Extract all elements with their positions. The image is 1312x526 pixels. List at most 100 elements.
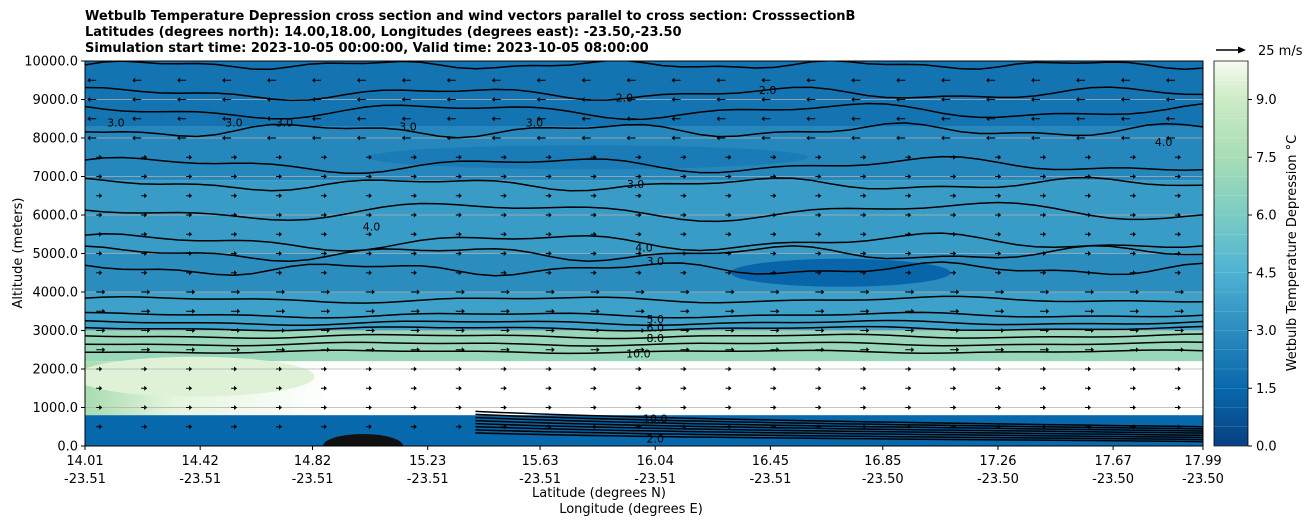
wind-vector-head <box>863 270 867 276</box>
wind-vector-head <box>282 289 286 295</box>
wind-vector-head <box>863 424 867 430</box>
wind-vector-head <box>1031 135 1035 141</box>
wind-vector-head <box>863 231 867 237</box>
wind-vector-head <box>728 154 732 160</box>
wind-vector-head <box>683 251 687 256</box>
wind-vector-head <box>368 385 372 391</box>
wind-vector-head <box>1076 97 1080 102</box>
x-tick-lon: -23.51 <box>634 472 676 487</box>
wind-vector-head <box>638 174 642 179</box>
layer-mid-band <box>85 180 1203 254</box>
wind-vector-head <box>896 116 900 122</box>
wind-vector-head <box>503 385 507 391</box>
wind-vector-head <box>506 328 510 333</box>
wind-vector-head <box>461 289 465 295</box>
wind-vector-head <box>267 97 271 102</box>
wind-vector-head <box>87 116 91 122</box>
wind-vector-head <box>896 77 900 83</box>
wind-vector-head <box>222 116 226 122</box>
wind-vector-head <box>671 77 675 83</box>
wind-vector-head <box>851 97 855 102</box>
wind-vector-head <box>1091 328 1095 333</box>
wind-vector-head <box>593 366 597 372</box>
wind-vector-head <box>998 424 1002 430</box>
wind-vector-head <box>551 347 555 353</box>
wind-vector-head <box>1132 366 1136 372</box>
y-tick-label: 9000.0 <box>33 93 79 108</box>
wind-vector-head <box>731 347 735 353</box>
wind-vector-head <box>1177 251 1181 256</box>
wind-vector-head <box>413 193 417 199</box>
wind-vector-head <box>99 193 103 199</box>
colorbar-tick-label: 6.0 <box>1256 209 1277 224</box>
wind-vector-head <box>728 212 732 218</box>
wind-vector-head <box>192 289 196 295</box>
wind-vector-head <box>716 77 720 83</box>
wind-vector-head <box>638 405 642 410</box>
wind-vector-head <box>413 212 417 218</box>
wind-vector-head <box>132 116 136 122</box>
wind-vector-head <box>326 347 330 353</box>
wind-vector-head <box>626 77 630 83</box>
wind-vector-head <box>413 366 417 372</box>
wind-vector-head <box>144 251 148 256</box>
wind-vector-head <box>641 289 645 295</box>
wind-vector-head <box>818 174 822 179</box>
wind-vector-head <box>728 270 732 276</box>
wind-vector-head <box>863 154 867 160</box>
wind-vector-head <box>953 405 957 410</box>
wind-vector-head <box>368 174 372 179</box>
wind-vector-head <box>593 154 597 160</box>
layer-inversion <box>85 330 1203 362</box>
wind-vector-head <box>458 251 462 256</box>
wind-vector-head <box>144 193 148 199</box>
x-tick-lat: 14.01 <box>66 454 103 469</box>
wind-vector-head <box>1177 385 1181 391</box>
wind-vector-head <box>908 424 912 430</box>
wind-vector-head <box>279 212 283 218</box>
wind-vector-head <box>908 154 912 160</box>
wind-vector-head <box>986 116 990 122</box>
wind-vector-head <box>908 193 912 199</box>
wind-vector-head <box>413 154 417 160</box>
wind-vector-head <box>368 154 372 160</box>
wind-vector-head <box>371 347 375 353</box>
wind-vector-head <box>323 212 327 218</box>
wind-vector-head <box>356 116 360 122</box>
wind-vector-head <box>1043 270 1047 276</box>
wind-vector-head <box>1177 154 1181 160</box>
wind-vector-head <box>818 193 822 199</box>
wind-vector-head <box>446 97 450 102</box>
contour-label-15: 10.0 <box>626 348 651 361</box>
wind-vector-head <box>1043 385 1047 391</box>
wind-vector-head <box>683 193 687 199</box>
moist-pocket <box>730 258 951 287</box>
surface-contour-4 <box>475 422 1203 436</box>
contour-label-12: 5.0 <box>646 313 664 326</box>
wind-vector-head <box>234 231 238 237</box>
contour-fill <box>85 61 1203 446</box>
wind-vector-head <box>626 116 630 122</box>
contour-label-14: 8.0 <box>646 332 664 345</box>
title-line-2: Latitudes (degrees north): 14.00,18.00, … <box>85 25 682 40</box>
wind-vector-head <box>102 289 106 295</box>
wind-vector-head <box>234 424 238 430</box>
wind-vector-head <box>1001 289 1005 295</box>
wind-vector-head <box>279 405 283 410</box>
wind-vector-head <box>686 347 690 353</box>
wind-vector-head <box>761 116 765 122</box>
wind-vector-head <box>1132 174 1136 179</box>
wind-vector-head <box>1132 212 1136 218</box>
wind-vector-head <box>323 154 327 160</box>
wind-vector-head <box>144 405 148 410</box>
wind-vector-head <box>413 174 417 179</box>
wind-vector-head <box>311 135 315 141</box>
wind-vector-head <box>998 193 1002 199</box>
contour-line-12 <box>85 319 1203 327</box>
wind-vector-head <box>1031 116 1035 122</box>
wind-vector-head <box>1120 77 1124 83</box>
wind-vector-head <box>1132 193 1136 199</box>
wind-vector-head <box>192 308 196 314</box>
wind-vector-head <box>506 308 510 314</box>
